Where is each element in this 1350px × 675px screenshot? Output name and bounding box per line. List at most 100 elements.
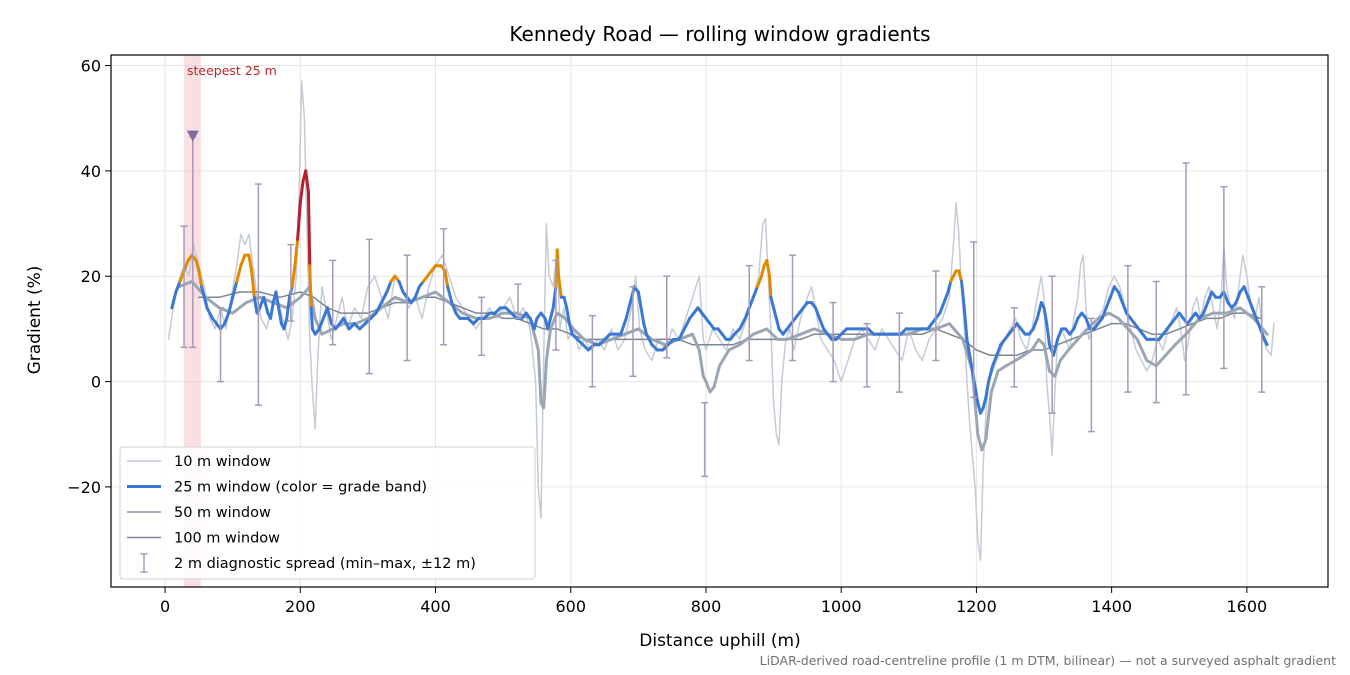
series-segment <box>960 279 966 310</box>
series-segment <box>200 285 206 299</box>
legend-entry: 50 m window <box>127 505 271 521</box>
series-segment <box>546 316 552 331</box>
series-segment <box>957 269 964 283</box>
series-segment <box>247 253 254 273</box>
series-segment <box>1262 337 1269 347</box>
series-segment <box>682 316 692 331</box>
series-segment <box>1056 327 1064 341</box>
series-segment <box>223 311 231 326</box>
series-segment <box>374 301 383 315</box>
errorbar <box>970 241 978 399</box>
errorbar <box>932 270 940 362</box>
series-segment <box>677 327 686 341</box>
y-tick-label: 40 <box>81 162 101 181</box>
series-segment <box>1250 306 1258 320</box>
series-segment <box>413 285 421 299</box>
errorbar <box>588 314 596 388</box>
series-segment <box>1246 295 1254 310</box>
errorbar <box>1087 317 1095 433</box>
series-segment <box>1031 316 1039 331</box>
errorbar <box>1152 280 1160 404</box>
series-segment <box>197 269 204 289</box>
series-segment <box>274 290 281 310</box>
legend-label: 10 m window <box>174 454 271 470</box>
errorbar-layer <box>180 135 1266 478</box>
errorbar <box>552 259 560 351</box>
series-segment <box>642 322 648 336</box>
series-segment <box>555 248 561 278</box>
series-segment <box>738 316 747 331</box>
series-segment <box>293 237 300 268</box>
series-segment <box>639 306 646 326</box>
series-segment <box>1072 316 1080 331</box>
series-segment <box>765 258 772 278</box>
series-segment <box>298 179 305 204</box>
errorbar <box>254 183 262 407</box>
series-segment <box>174 279 182 294</box>
series-segment <box>774 316 781 331</box>
errorbar <box>895 312 903 393</box>
legend-entry: 10 m window <box>127 454 271 470</box>
series-segment <box>250 269 256 299</box>
series-segment <box>759 264 766 278</box>
series-segment <box>443 269 450 289</box>
series-segment <box>968 353 974 373</box>
legend: 10 m window 25 m window (color = grade ba… <box>119 446 536 580</box>
errorbar <box>629 286 637 378</box>
axis-ticks: 0 200 400 600 800 1000 1200 1400 1600 −20 0 20 40 60 <box>67 57 1267 616</box>
errorbar <box>514 283 522 320</box>
legend-entry: 100 m window <box>127 531 280 547</box>
errorbar <box>663 275 671 359</box>
series-segment <box>644 332 654 347</box>
steepest-annotation: steepest 25 m <box>187 63 277 78</box>
legend-entry: 2 m diagnostic spread (min–max, ±12 m) <box>140 553 476 573</box>
series-segment <box>282 316 289 331</box>
x-tick-label: 400 <box>420 597 451 616</box>
series-segment <box>772 306 778 320</box>
x-tick-label: 1000 <box>821 597 862 616</box>
steepest-marker <box>186 130 199 142</box>
series-segment <box>296 200 302 241</box>
legend-box <box>119 446 536 580</box>
series-segment <box>1084 316 1092 331</box>
series-segment <box>235 264 243 283</box>
errorbar <box>745 264 753 362</box>
x-axis-label: Distance uphill (m) <box>639 631 800 651</box>
series-segment <box>285 295 291 320</box>
errorbar <box>1220 185 1228 370</box>
errorbar <box>789 254 797 362</box>
legend-entry: 25 m window (color = grade band) <box>127 480 427 496</box>
errorbar <box>365 238 373 375</box>
series-segment <box>290 264 297 289</box>
series-segment <box>231 279 239 299</box>
series-segment <box>1104 295 1112 310</box>
series-segment <box>532 316 539 331</box>
legend-label: 100 m window <box>174 531 280 547</box>
series-segment <box>962 306 969 341</box>
errorbar <box>829 301 837 383</box>
errorbar <box>1010 307 1018 388</box>
series-segment <box>309 306 314 331</box>
x-tick-label: 0 <box>160 597 170 616</box>
errorbar <box>1258 286 1266 393</box>
series-segment <box>965 337 972 357</box>
series-segment <box>548 306 555 320</box>
chart-title: Kennedy Road — rolling window gradients <box>509 22 930 46</box>
series-segment <box>565 306 571 326</box>
series-segment <box>170 290 178 310</box>
series-segment <box>317 316 325 331</box>
errorbar <box>1182 162 1190 396</box>
series-segment <box>304 169 310 194</box>
series-segment <box>987 364 995 384</box>
x-tick-label: 1200 <box>956 597 997 616</box>
x-tick-label: 1600 <box>1227 597 1268 616</box>
y-axis-label: Gradient (%) <box>25 266 45 375</box>
errorbar <box>403 254 411 362</box>
x-tick-label: 200 <box>285 597 316 616</box>
series-segment <box>379 290 389 305</box>
series-segment <box>946 279 953 294</box>
series-segment <box>636 290 643 310</box>
series-segment <box>397 279 405 294</box>
series-segment <box>446 285 454 305</box>
